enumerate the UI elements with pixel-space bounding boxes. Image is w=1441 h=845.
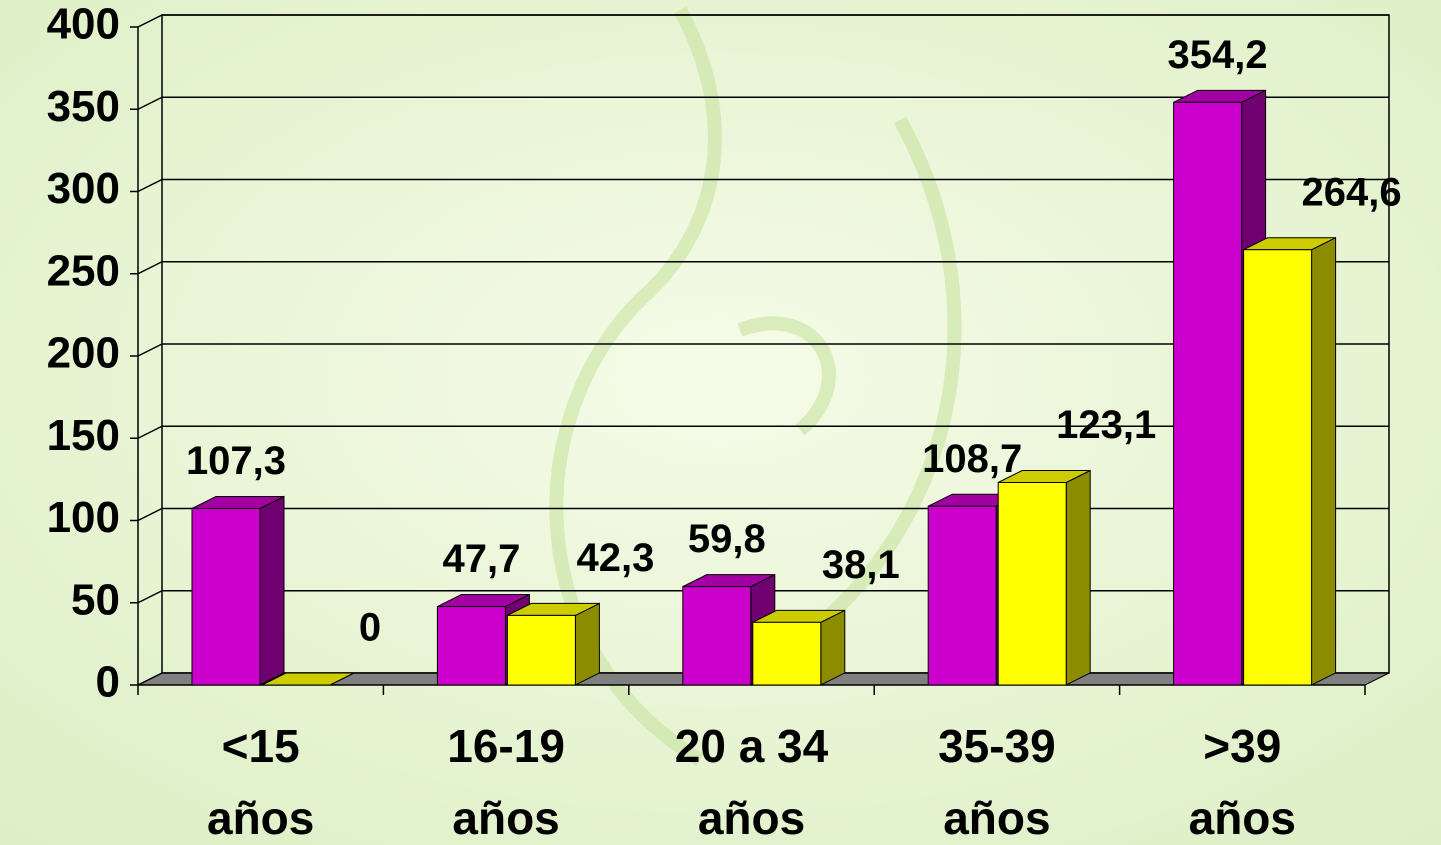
bar [998, 471, 1090, 685]
value-label: 264,6 [1302, 170, 1402, 214]
value-label: 0 [359, 606, 381, 650]
bar-front [192, 508, 260, 685]
value-label: 47,7 [442, 537, 520, 581]
y-tick-label: 0 [96, 658, 120, 707]
value-label: 354,2 [1168, 33, 1268, 77]
bar-side [575, 603, 599, 685]
bar-front [437, 607, 505, 685]
y-tick-label: 350 [47, 82, 120, 131]
y-tick-label: 250 [47, 246, 120, 295]
y-tick-label: 50 [71, 575, 120, 624]
y-tick-label: 200 [47, 329, 120, 378]
bar [192, 496, 284, 685]
bar-side [1066, 471, 1090, 685]
value-label: 59,8 [688, 517, 766, 561]
bar-side [821, 610, 845, 685]
y-tick-label: 150 [47, 411, 120, 460]
bar-front [683, 587, 751, 685]
value-label: 123,1 [1056, 403, 1156, 447]
value-label: 108,7 [922, 437, 1022, 481]
bar-front [998, 483, 1066, 685]
bar-front [507, 615, 575, 685]
y-tick-label: 300 [47, 164, 120, 213]
bar-front [928, 506, 996, 685]
value-label: 107,3 [186, 439, 286, 483]
bar [753, 610, 845, 685]
bar-side [1312, 238, 1336, 685]
value-label: 42,3 [576, 536, 654, 580]
bar-side [260, 496, 284, 685]
y-tick-label: 400 [47, 0, 120, 49]
bar-front [1174, 102, 1242, 685]
bar [1244, 238, 1336, 685]
bar-front [753, 622, 821, 685]
bar-front [1244, 250, 1312, 685]
bar [507, 603, 599, 685]
y-tick-label: 100 [47, 493, 120, 542]
chart: 050100150200250300350400<15años16-19años… [0, 0, 1441, 845]
value-label: 38,1 [822, 543, 900, 587]
